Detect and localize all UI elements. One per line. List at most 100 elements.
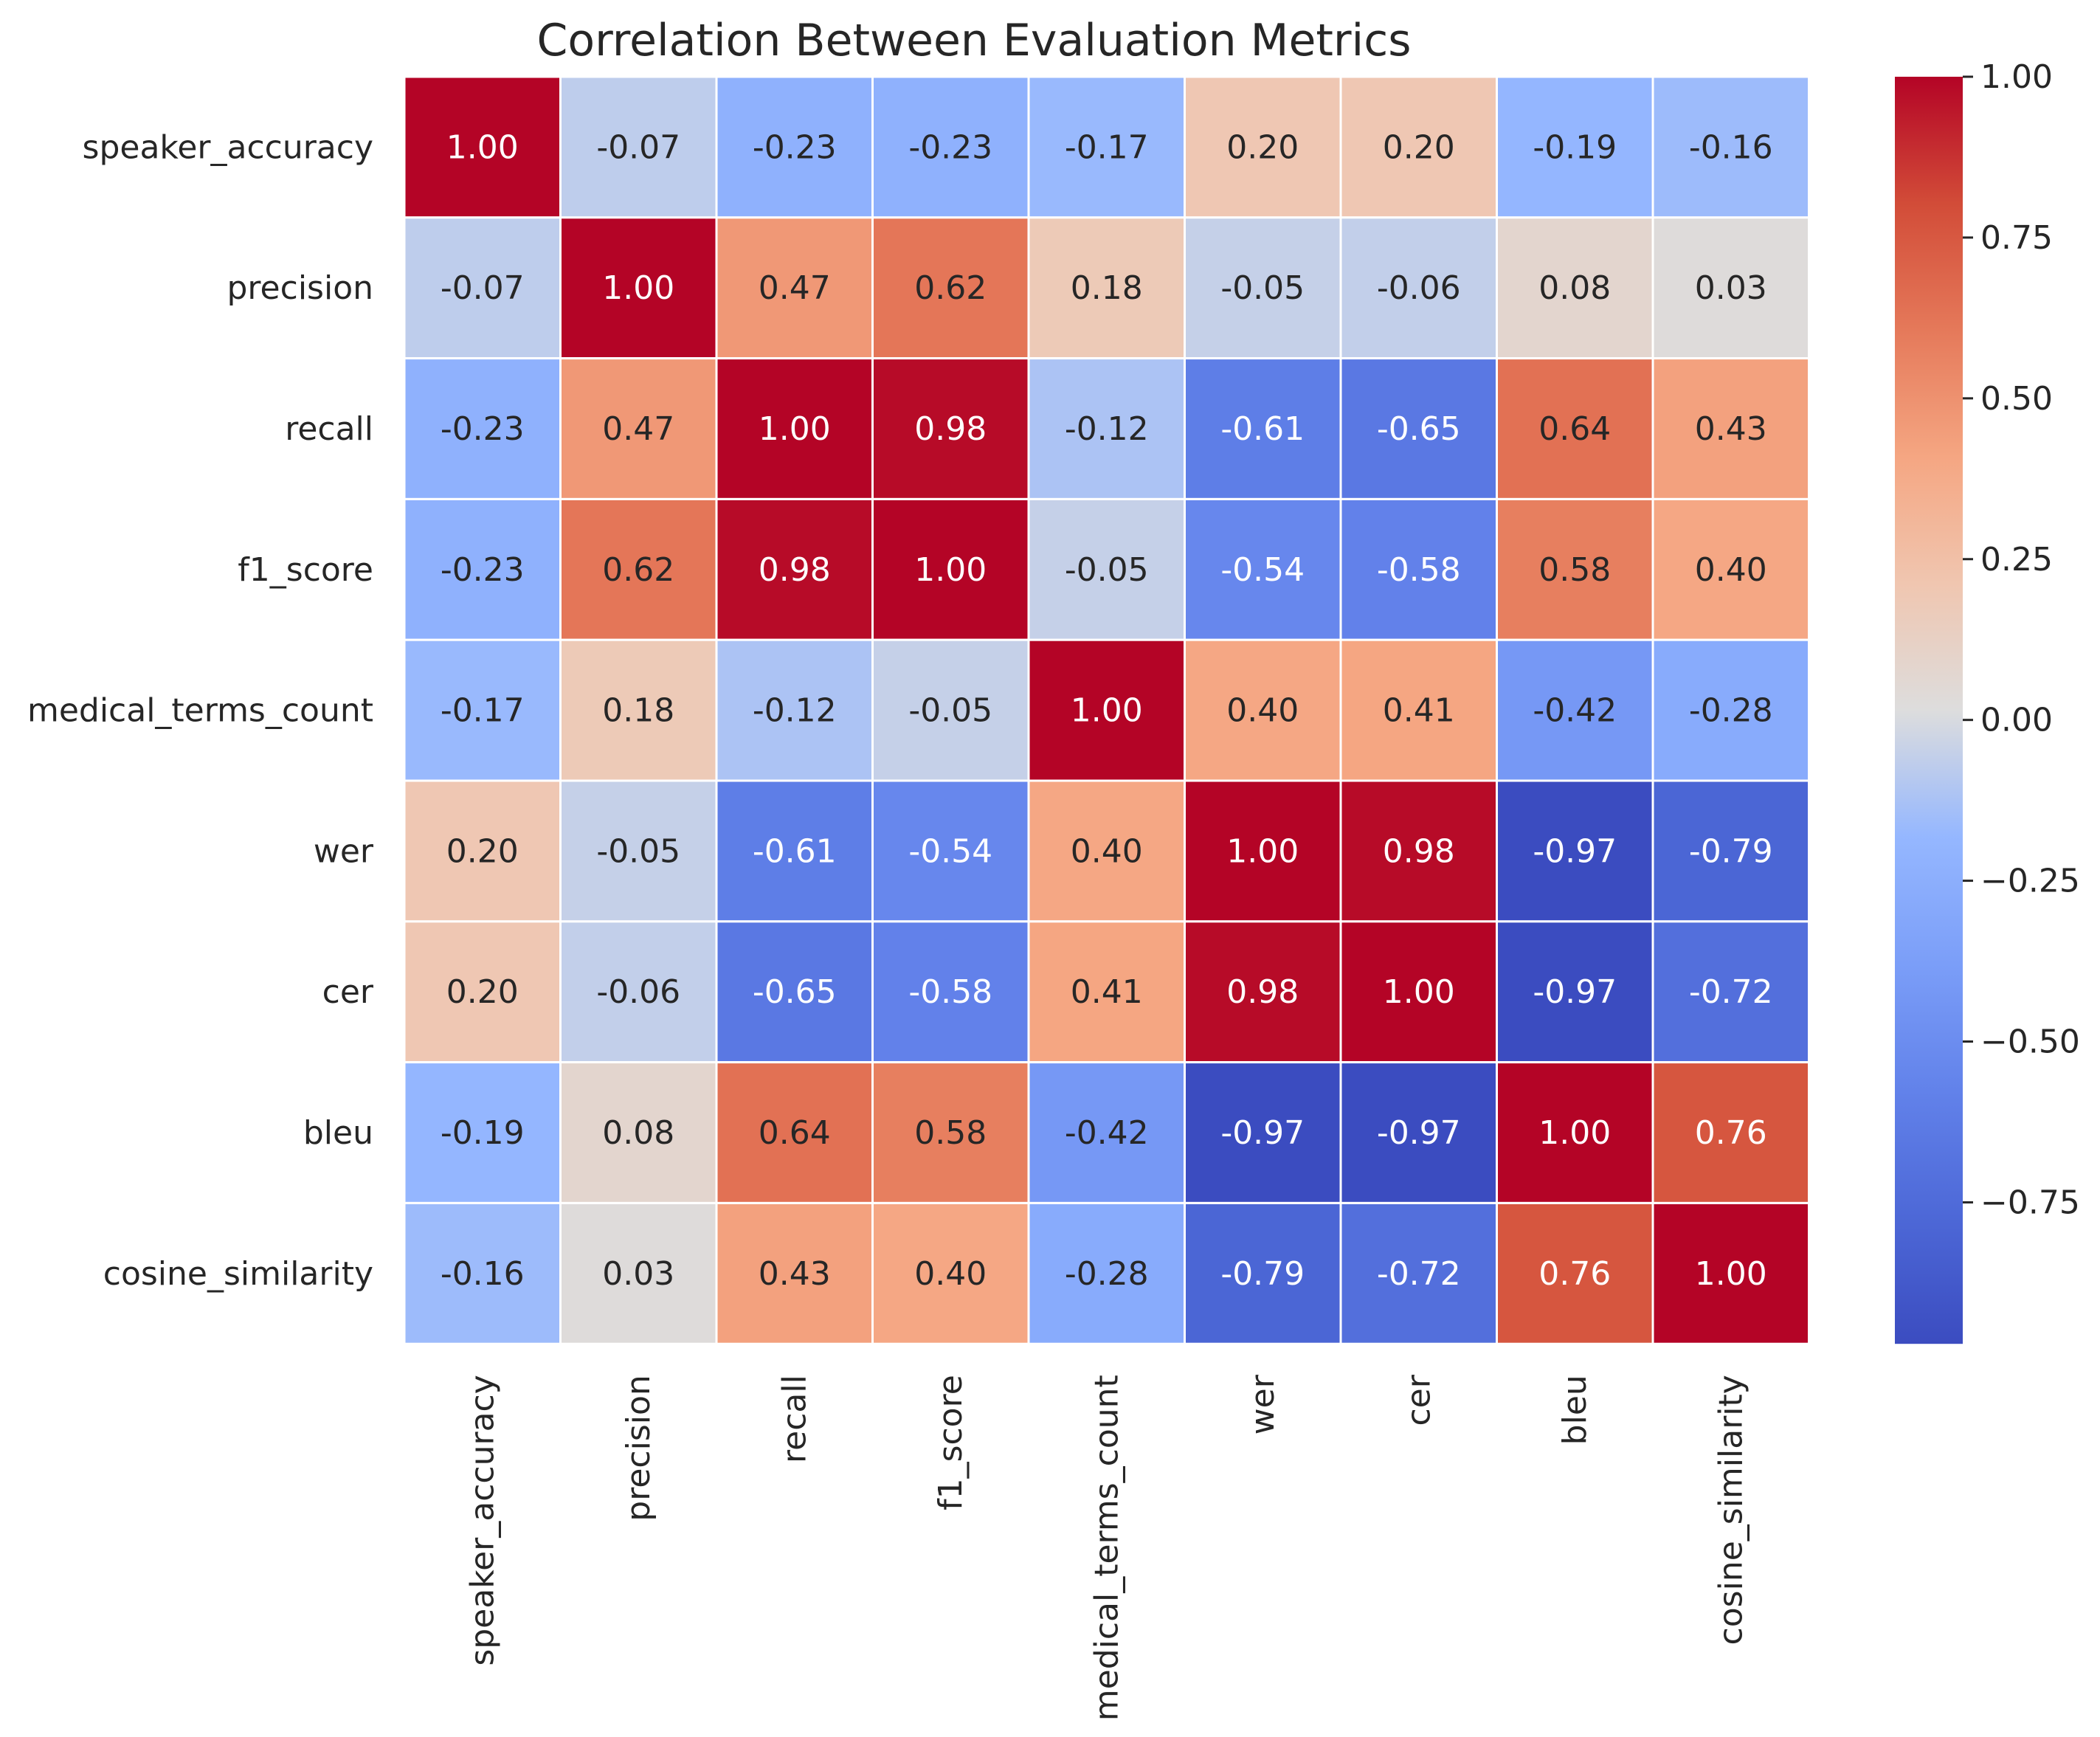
- x-tick-label: medical_terms_count: [1088, 1375, 1126, 1721]
- cell-value-label: 0.43: [1695, 410, 1767, 448]
- heatmap-cell: [559, 1061, 718, 1204]
- x-tick-label: cer: [1400, 1374, 1438, 1426]
- cell-value-label: 0.47: [602, 410, 674, 448]
- cell-value-label: -0.28: [1065, 1255, 1149, 1293]
- cell-value-label: -0.17: [441, 692, 525, 730]
- heatmap-cell: [871, 920, 1030, 1064]
- heatmap-cell: [1496, 75, 1654, 219]
- heatmap-cell: [871, 1061, 1030, 1204]
- heatmap-cell: [559, 638, 718, 782]
- heatmap-cell: [403, 779, 562, 923]
- cell-value-label: -0.23: [441, 551, 525, 589]
- cell-value-label: -0.79: [1220, 1255, 1305, 1293]
- cell-value-label: -0.28: [1689, 692, 1773, 730]
- chart-title: Correlation Between Evaluation Metrics: [537, 15, 1412, 66]
- cell-value-label: -0.65: [1377, 410, 1461, 448]
- heatmap-cell: [559, 357, 718, 500]
- y-tick-label: wer: [314, 832, 374, 870]
- cell-value-label: -0.23: [753, 128, 837, 166]
- cell-value-label: 1.00: [759, 410, 831, 448]
- heatmap-cell: [1496, 497, 1654, 641]
- cell-value-label: 1.00: [1226, 832, 1299, 870]
- x-tick-label: recall: [776, 1375, 814, 1463]
- colorbar-tick-label: −0.25: [1980, 863, 2080, 900]
- cell-value-label: -0.05: [1220, 269, 1305, 307]
- cell-value-label: 0.03: [602, 1255, 674, 1293]
- heatmap-cell: [1339, 357, 1498, 500]
- colorbar-tick-label: 1.00: [1980, 58, 2053, 96]
- heatmap-cell: [559, 920, 718, 1064]
- cell-value-label: 0.20: [1226, 128, 1299, 166]
- heatmap-cell: [559, 497, 718, 641]
- y-tick-label: medical_terms_count: [27, 692, 373, 730]
- cell-value-label: -0.97: [1377, 1114, 1461, 1152]
- cell-value-label: -0.05: [1065, 551, 1149, 589]
- x-tick-label: wer: [1244, 1374, 1282, 1434]
- heatmap-cell: [1184, 1201, 1342, 1345]
- heatmap-cell: [1496, 638, 1654, 782]
- heatmap-cell: [403, 920, 562, 1064]
- heatmap-cell: [715, 497, 874, 641]
- y-tick-label: precision: [227, 269, 374, 307]
- x-tick-label: cosine_similarity: [1713, 1375, 1750, 1645]
- heatmap-cell: [1339, 779, 1498, 923]
- cell-value-label: 0.58: [914, 1114, 987, 1152]
- heatmap-cell: [1184, 216, 1342, 360]
- heatmap-cell: [559, 75, 718, 219]
- heatmap-cell: [1339, 75, 1498, 219]
- x-tick-label: precision: [620, 1375, 657, 1522]
- cell-value-label: -0.05: [908, 692, 992, 730]
- cell-value-label: -0.19: [441, 1114, 525, 1152]
- heatmap-cell: [1496, 357, 1654, 500]
- heatmap-cell: [403, 216, 562, 360]
- x-tick-label: f1_score: [932, 1375, 970, 1510]
- cell-value-label: 1.00: [1071, 692, 1143, 730]
- cell-value-label: -0.97: [1533, 832, 1617, 870]
- x-tick-label: speaker_accuracy: [464, 1375, 502, 1665]
- y-tick-label: cosine_similarity: [103, 1255, 373, 1293]
- cell-value-label: 0.47: [759, 269, 831, 307]
- cell-value-label: -0.97: [1533, 973, 1617, 1011]
- heatmap-cell: [1651, 357, 1810, 500]
- heatmap-cell: [1027, 1061, 1186, 1204]
- heatmap-cell: [403, 1061, 562, 1204]
- y-tick-label: recall: [285, 410, 373, 448]
- heatmap-cell: [1027, 638, 1186, 782]
- colorbar-tick-label: 0.75: [1980, 219, 2053, 257]
- colorbar-tick-label: −0.75: [1980, 1184, 2080, 1221]
- cell-value-label: -0.58: [908, 973, 992, 1011]
- cell-value-label: 0.62: [602, 551, 674, 589]
- cell-value-label: 0.76: [1695, 1114, 1767, 1152]
- heatmap-annotations: 1.00 -0.07 -0.23 -0.23 -0.17 0.20 0.20 -0.19 -0.…: [441, 128, 1773, 1292]
- cell-value-label: -0.42: [1533, 692, 1617, 730]
- heatmap-cell: [1184, 779, 1342, 923]
- heatmap-cell: [871, 497, 1030, 641]
- x-tick-label: bleu: [1556, 1375, 1594, 1445]
- heatmap-cell: [1027, 216, 1186, 360]
- heatmap-cell: [1339, 1201, 1498, 1345]
- heatmap-cell: [871, 1201, 1030, 1345]
- heatmap-cell: [1027, 357, 1186, 500]
- cell-value-label: 1.00: [446, 128, 519, 166]
- colorbar: 1.00 0.75 0.50 0.25 0.00 −0.25 −0.50 −0.75: [1895, 58, 2080, 1344]
- heatmap-cell: [1027, 1201, 1186, 1345]
- cell-value-label: 0.58: [1538, 551, 1611, 589]
- heatmap-cell: [1651, 216, 1810, 360]
- heatmap-cell: [715, 75, 874, 219]
- cell-value-label: 0.76: [1538, 1255, 1611, 1293]
- colorbar-tick-label: 0.50: [1980, 380, 2053, 418]
- x-axis-tick-labels: speaker_accuracy precision recall f1_score m…: [464, 1374, 1750, 1721]
- cell-value-label: 0.40: [1226, 692, 1299, 730]
- heatmap-cell: [871, 779, 1030, 923]
- colorbar-tick-label: 0.00: [1980, 702, 2053, 739]
- cell-value-label: 0.18: [602, 692, 674, 730]
- cell-value-label: 0.40: [1695, 551, 1767, 589]
- cell-value-label: 1.00: [1383, 973, 1455, 1011]
- heatmap-cell: [715, 357, 874, 500]
- heatmap-cell: [1651, 920, 1810, 1064]
- heatmap-cell: [715, 216, 874, 360]
- cell-value-label: -0.61: [753, 832, 837, 870]
- heatmap-cell: [1496, 1201, 1654, 1345]
- cell-value-label: -0.07: [596, 128, 680, 166]
- y-axis-tick-labels: speaker_accuracy precision recall f1_scorem…: [27, 128, 374, 1292]
